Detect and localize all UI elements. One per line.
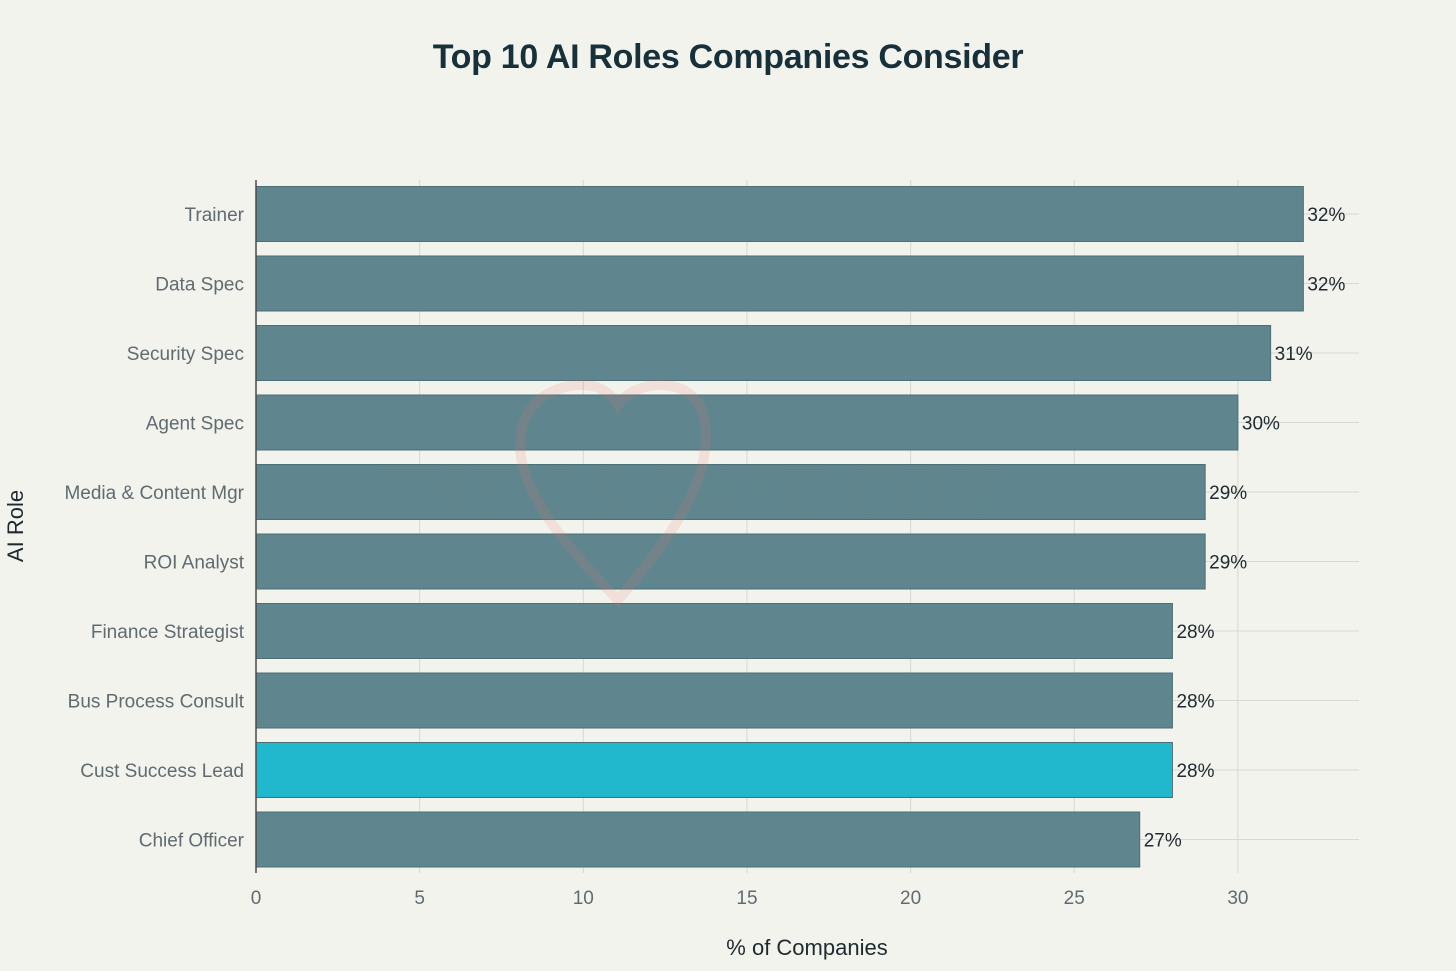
x-tick-label-20: 20	[900, 888, 921, 909]
value-label-4: 29%	[1209, 483, 1247, 504]
x-tick-label-5: 5	[414, 888, 425, 909]
value-label-8: 28%	[1176, 761, 1214, 782]
bar-2	[255, 325, 1272, 381]
category-label-3: Agent Spec	[146, 414, 244, 435]
x-tick-label-0: 0	[251, 888, 262, 909]
bar-7	[255, 672, 1173, 729]
x-tick-label-30: 30	[1227, 888, 1248, 909]
value-label-3: 30%	[1242, 414, 1280, 435]
category-label-8: Cust Success Lead	[80, 761, 244, 782]
watermark-heart-icon	[514, 379, 711, 608]
bar-0	[255, 186, 1304, 242]
y-axis-title: AI Role	[3, 490, 28, 562]
bar-3	[255, 394, 1239, 451]
x-tick-label-15: 15	[736, 888, 757, 909]
bar-9	[255, 811, 1141, 868]
bar-8	[255, 742, 1173, 798]
category-label-9: Chief Officer	[139, 831, 245, 852]
category-label-0: Trainer	[185, 205, 245, 226]
bar-5	[255, 533, 1206, 590]
value-label-2: 31%	[1275, 344, 1313, 365]
value-label-9: 27%	[1144, 831, 1182, 852]
value-label-1: 32%	[1307, 275, 1345, 296]
x-axis-title: % of Companies	[726, 935, 887, 960]
bar-1	[255, 255, 1304, 312]
labels: 32% Trainer 32% Data Spec 31% Security Spec 30…	[64, 205, 1345, 909]
value-label-5: 29%	[1209, 553, 1247, 574]
category-label-1: Data Spec	[155, 275, 244, 296]
chart-title: Top 10 AI Roles Companies Consider	[432, 38, 1024, 76]
value-label-0: 32%	[1307, 205, 1345, 226]
bars	[255, 186, 1304, 868]
value-label-6: 28%	[1176, 622, 1214, 643]
value-label-7: 28%	[1176, 692, 1214, 713]
category-label-4: Media & Content Mgr	[64, 483, 244, 504]
category-label-7: Bus Process Consult	[68, 692, 245, 713]
bar-6	[255, 603, 1173, 659]
category-label-6: Finance Strategist	[91, 622, 245, 643]
bar-4	[255, 464, 1206, 520]
category-label-2: Security Spec	[127, 344, 244, 365]
x-tick-label-25: 25	[1064, 888, 1085, 909]
x-tick-label-10: 10	[573, 888, 594, 909]
category-label-5: ROI Analyst	[144, 553, 245, 574]
